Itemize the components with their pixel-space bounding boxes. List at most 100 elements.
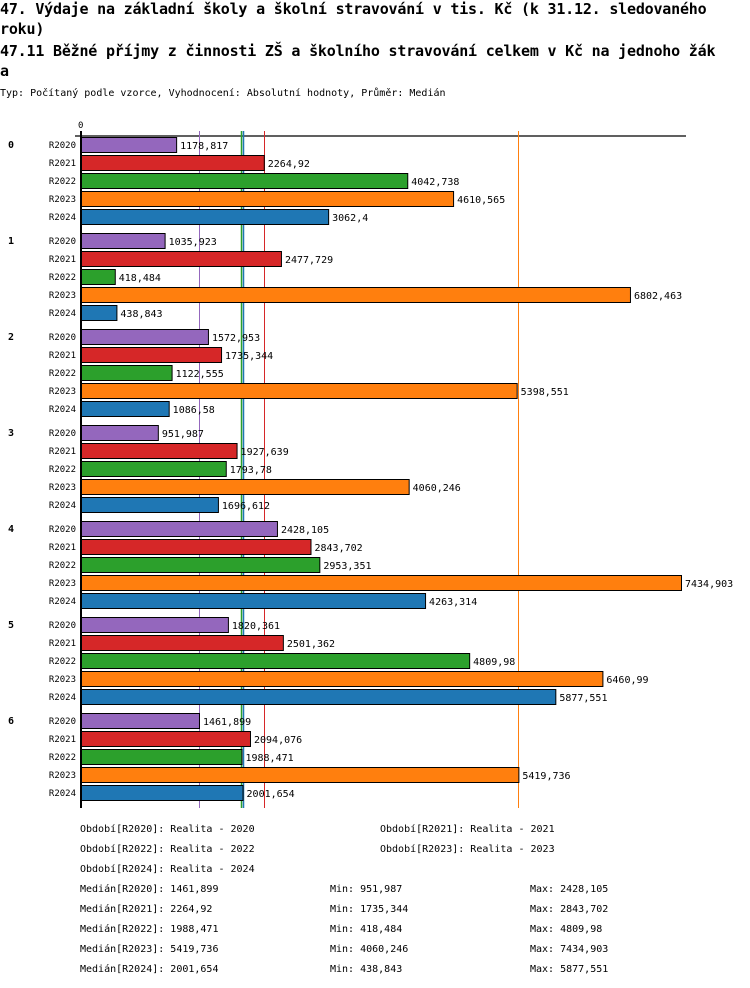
series-tick-label: R2022	[49, 657, 76, 667]
series-tick-label: R2021	[49, 735, 76, 745]
chart-section-title: 47. Výdaje na základní školy a školní st…	[0, 0, 707, 18]
series-tick-label: R2024	[49, 789, 76, 799]
data-label: 1793,78	[230, 465, 272, 476]
bar-r2022-5	[81, 653, 471, 669]
data-label: 3062,4	[332, 213, 368, 224]
bar-r2021-6	[81, 731, 251, 747]
series-tick-label: R2020	[49, 621, 76, 631]
data-label: 1122,555	[176, 369, 224, 380]
chart-subtitle: Typ: Počítaný podle vzorce, Vyhodnocení:…	[0, 88, 446, 99]
data-label: 1572,953	[212, 333, 260, 344]
stat-max-r2022: Max: 4809,98	[530, 924, 603, 935]
chart-title: 47.11 Běžné příjmy z činnosti ZŠ a školn…	[0, 42, 716, 60]
bar-r2023-4	[81, 575, 682, 591]
series-tick-label: R2024	[49, 405, 76, 415]
bar-r2023-0	[81, 191, 455, 207]
bar-r2022-6	[81, 749, 243, 765]
data-label: 5398,551	[521, 387, 569, 398]
series-tick-label: R2023	[49, 291, 76, 301]
legend-period-r2020: Období[R2020]: Realita - 2020	[80, 824, 255, 835]
legend-period-r2023: Období[R2023]: Realita - 2023	[380, 844, 555, 855]
data-label: 7434,903	[685, 579, 733, 590]
data-label: 4610,565	[457, 195, 505, 206]
series-tick-label: R2021	[49, 447, 76, 457]
chart-title-continued: a	[0, 62, 9, 80]
series-tick-label: R2022	[49, 369, 76, 379]
data-label: 4263,314	[429, 597, 477, 608]
series-tick-label: R2021	[49, 255, 76, 265]
data-label: 1820,361	[232, 621, 280, 632]
stat-median-r2023: Medián[R2023]: 5419,736	[80, 944, 219, 955]
bar-r2020-2	[81, 329, 209, 345]
bar-r2020-4	[81, 521, 278, 537]
series-tick-label: R2020	[49, 333, 76, 343]
series-tick-label: R2020	[49, 525, 76, 535]
data-label: 4042,738	[411, 177, 459, 188]
data-label: 2501,362	[287, 639, 335, 650]
data-label: 1461,899	[203, 717, 251, 728]
stat-max-r2021: Max: 2843,702	[530, 904, 609, 915]
bar-r2022-1	[81, 269, 116, 285]
data-label: 951,987	[162, 429, 204, 440]
category-label-3: 3	[8, 428, 14, 439]
bar-r2024-3	[81, 497, 219, 513]
series-tick-label: R2021	[49, 543, 76, 553]
series-tick-label: R2024	[49, 309, 76, 319]
data-label: 2001,654	[247, 789, 295, 800]
series-tick-label: R2021	[49, 639, 76, 649]
data-label: 2843,702	[314, 543, 362, 554]
series-tick-label: R2024	[49, 501, 76, 511]
data-label: 6802,463	[634, 291, 682, 302]
data-label: 1696,612	[222, 501, 270, 512]
data-label: 4809,98	[473, 657, 515, 668]
data-label: 438,843	[120, 309, 162, 320]
bar-r2022-2	[81, 365, 173, 381]
stat-median-r2021: Medián[R2021]: 2264,92	[80, 904, 213, 915]
bar-r2024-5	[81, 689, 557, 705]
axis-zero-label: 0	[78, 121, 83, 131]
bar-r2024-6	[81, 785, 244, 801]
data-label: 2264,92	[268, 159, 310, 170]
chart-section-title-continued: roku)	[0, 20, 45, 38]
bar-r2021-5	[81, 635, 284, 651]
series-tick-label: R2023	[49, 771, 76, 781]
data-label: 6460,99	[606, 675, 648, 686]
category-label-1: 1	[8, 236, 14, 247]
bar-r2020-3	[81, 425, 159, 441]
series-tick-label: R2022	[49, 465, 76, 475]
category-label-2: 2	[8, 332, 14, 343]
series-tick-label: R2022	[49, 561, 76, 571]
category-label-0: 0	[8, 140, 14, 151]
bar-r2023-5	[81, 671, 604, 687]
bar-r2022-4	[81, 557, 321, 573]
data-label: 1927,639	[241, 447, 289, 458]
stat-median-r2022: Medián[R2022]: 1988,471	[80, 924, 219, 935]
bar-r2024-1	[81, 305, 118, 321]
data-label: 1035,923	[169, 237, 217, 248]
stat-min-r2020: Min: 951,987	[330, 884, 403, 895]
series-tick-label: R2021	[49, 159, 76, 169]
bar-r2024-0	[81, 209, 330, 225]
data-label: 4060,246	[413, 483, 461, 494]
data-label: 1988,471	[245, 753, 293, 764]
data-label: 2953,351	[323, 561, 371, 572]
data-label: 1086,58	[173, 405, 215, 416]
bar-r2023-2	[81, 383, 518, 399]
stat-max-r2020: Max: 2428,105	[530, 884, 609, 895]
bar-r2020-5	[81, 617, 229, 633]
stat-max-r2024: Max: 5877,551	[530, 964, 609, 975]
series-tick-label: R2023	[49, 195, 76, 205]
data-label: 2477,729	[285, 255, 333, 266]
series-tick-label: R2022	[49, 273, 76, 283]
series-tick-label: R2024	[49, 693, 76, 703]
series-tick-label: R2020	[49, 429, 76, 439]
legend-period-r2024: Období[R2024]: Realita - 2024	[80, 864, 255, 875]
series-tick-label: R2020	[49, 237, 76, 247]
stat-min-r2023: Min: 4060,246	[330, 944, 409, 955]
data-label: 2428,105	[281, 525, 329, 536]
bar-r2021-4	[81, 539, 312, 555]
series-tick-label: R2023	[49, 387, 76, 397]
bar-r2021-0	[81, 155, 265, 171]
legend-period-r2021: Období[R2021]: Realita - 2021	[380, 824, 555, 835]
